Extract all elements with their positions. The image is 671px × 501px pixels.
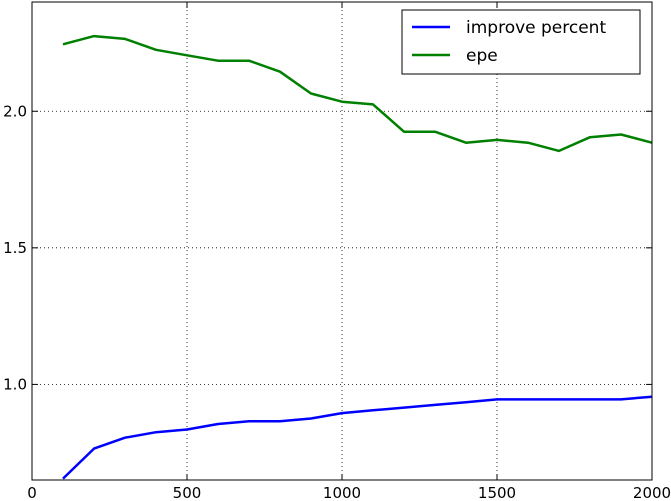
series-lines: [62, 34, 653, 480]
axis-ticks: 0 500 1000 1500 2000 1.0 1.5 2.0: [3, 2, 671, 501]
x-tick-label: 1000: [323, 484, 361, 501]
grid: [32, 2, 652, 480]
y-tick-label: 2.0: [3, 102, 27, 120]
x-tick-label: 1500: [478, 484, 516, 501]
series-line-epe: [62, 34, 653, 153]
x-tick-label: 0: [27, 484, 37, 501]
x-tick-label: 2000: [633, 484, 671, 501]
legend: improve percent epe: [401, 9, 641, 75]
legend-label-epe: epe: [466, 46, 498, 66]
y-tick-label: 1.5: [3, 239, 27, 257]
series-line-improve-percent: [62, 395, 653, 480]
x-tick-label: 500: [173, 484, 202, 501]
y-tick-label: 1.0: [3, 375, 27, 393]
legend-box: [401, 9, 641, 75]
legend-label-improve-percent: improve percent: [466, 18, 606, 38]
